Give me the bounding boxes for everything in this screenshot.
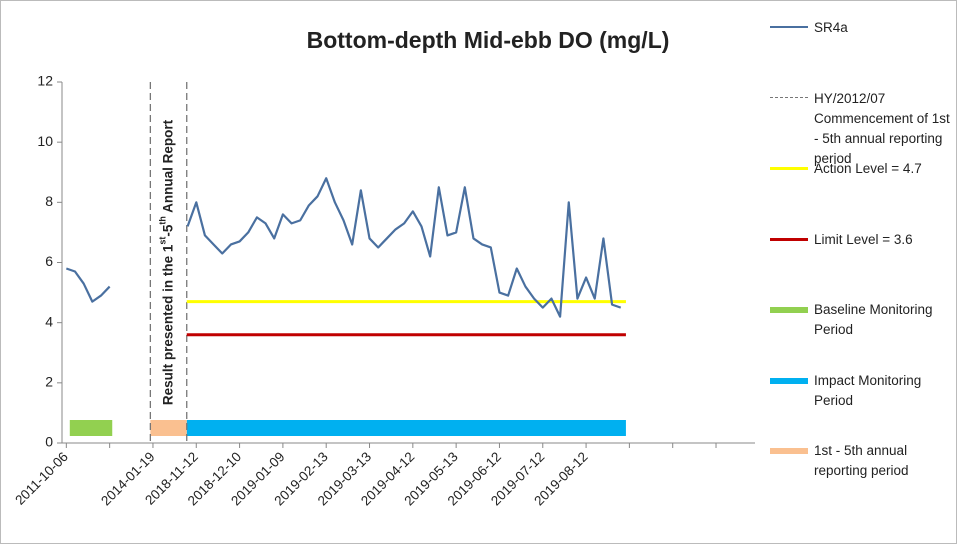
annotation-part: th bbox=[158, 216, 168, 225]
legend-marker bbox=[770, 26, 808, 28]
legend-item: HY/2012/07 Commencement of 1st - 5th ann… bbox=[770, 89, 955, 169]
y-tick-label: 8 bbox=[45, 193, 53, 209]
legend-item: Impact Monitoring Period bbox=[770, 371, 955, 411]
legend-marker bbox=[770, 448, 808, 454]
legend-marker bbox=[770, 237, 808, 241]
legend-item: Baseline Monitoring Period bbox=[770, 300, 955, 340]
legend-item: Action Level = 4.7 bbox=[770, 159, 955, 179]
series-line bbox=[65, 177, 622, 318]
annotation-part: st bbox=[158, 237, 168, 245]
legend-marker bbox=[770, 307, 808, 313]
annotation-part: -5 bbox=[160, 224, 175, 236]
y-tick-label: 0 bbox=[45, 434, 53, 450]
annotation: Result presented in the 1st-5th Annual R… bbox=[158, 119, 175, 405]
legend-marker bbox=[770, 167, 808, 170]
legend-label: Limit Level = 3.6 bbox=[814, 231, 913, 247]
legend-item: 1st - 5th annual reporting period bbox=[770, 441, 955, 481]
y-tick-label: 2 bbox=[45, 374, 53, 390]
legend-label: SR4a bbox=[814, 20, 848, 35]
legend-item: Limit Level = 3.6 bbox=[770, 230, 955, 250]
y-tick-label: 12 bbox=[37, 73, 53, 89]
legend-label: 1st - 5th annual reporting period bbox=[814, 443, 909, 478]
y-tick-label: 10 bbox=[37, 133, 53, 149]
legend-marker bbox=[770, 96, 808, 98]
legend-marker bbox=[770, 377, 808, 384]
legend-label: Impact Monitoring Period bbox=[814, 372, 922, 408]
y-tick-label: 4 bbox=[45, 313, 53, 329]
annotation-part: Result presented in the 1 bbox=[160, 244, 175, 405]
legend-label: Action Level = 4.7 bbox=[814, 161, 922, 176]
chart-title: Bottom-depth Mid-ebb DO (mg/L) bbox=[307, 27, 670, 53]
y-tick-label: 6 bbox=[45, 253, 53, 269]
annotation-part: Annual Report bbox=[160, 119, 175, 216]
legend-label: Baseline Monitoring Period bbox=[814, 302, 933, 337]
legend-item: SR4a bbox=[770, 18, 955, 38]
legend-label: HY/2012/07 Commencement of 1st - 5th ann… bbox=[814, 90, 950, 166]
